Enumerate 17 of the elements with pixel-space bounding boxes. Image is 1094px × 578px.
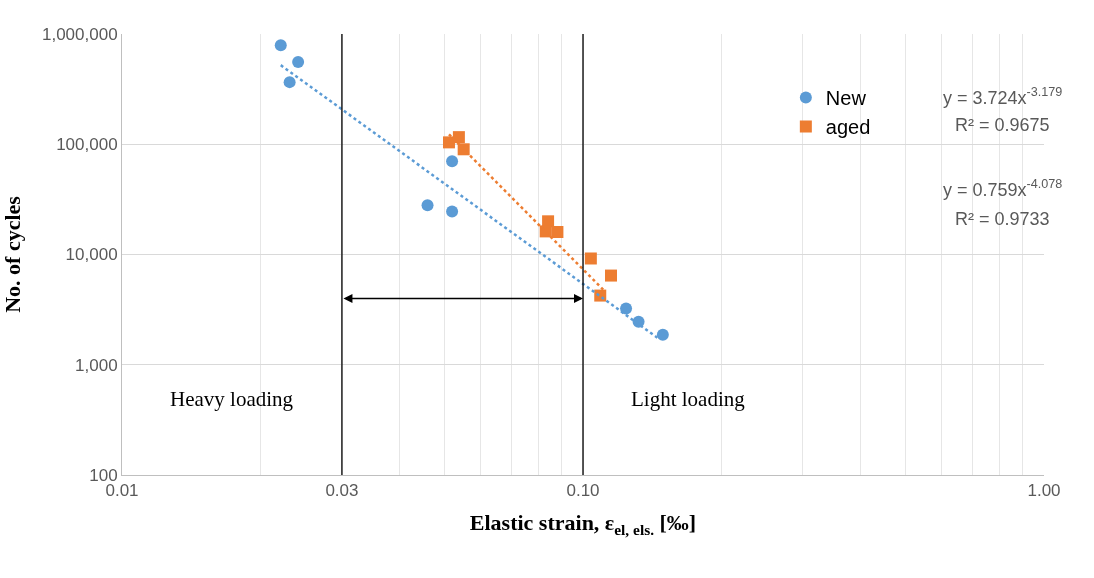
y-tick-label: 100,000	[56, 135, 118, 155]
x-tick-label: 0.03	[325, 481, 359, 501]
annotation: R² = 0.9675	[955, 115, 1050, 135]
x-tick-label: 0.10	[566, 481, 600, 501]
x-axis-title: Elastic strain, ε$_{el, els.}$ [‰]	[469, 510, 697, 538]
annotation: Light loading	[631, 387, 746, 411]
annotation: y = 0.759x$^{-4.078}$	[943, 177, 1063, 200]
annotation: Heavy loading	[170, 387, 294, 411]
annotation: R² = 0.9733	[955, 209, 1050, 229]
y-tick-label: 1,000,000	[41, 24, 118, 44]
legend-label: aged	[825, 116, 871, 139]
annotation: y = 3.724x$^{-3.179}$	[943, 85, 1063, 108]
legend-label: New	[825, 87, 867, 110]
y-tick-label: 1,000	[75, 355, 118, 375]
y-tick-label: 10,000	[65, 245, 118, 265]
y-axis-title: No. of cycles	[0, 195, 25, 313]
x-tick-label: 1.00	[1027, 481, 1061, 501]
